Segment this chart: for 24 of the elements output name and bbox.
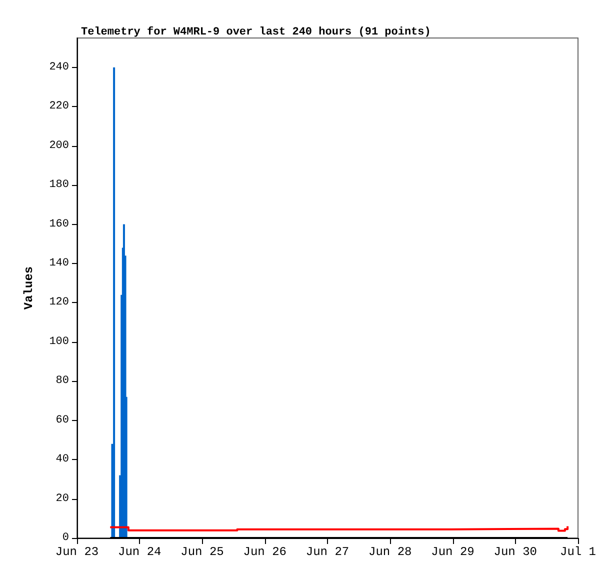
y-tick-label: 0	[62, 532, 69, 544]
y-tick-label: 180	[49, 179, 69, 192]
y-tick-label: 200	[49, 140, 69, 152]
y-tick-label: 20	[56, 492, 69, 505]
y-tick-label: 160	[49, 218, 69, 230]
x-tick-label: Jul 1	[560, 545, 596, 559]
x-tick-label: Jun 30	[494, 545, 537, 559]
y-tick-label: 120	[49, 296, 69, 309]
y-tick-label: 140	[49, 257, 69, 270]
x-tick-label: Jun 24	[118, 545, 162, 559]
x-tick-label: Jun 26	[243, 545, 286, 559]
x-tick-label: Jun 23	[55, 545, 99, 559]
y-tick-label: 220	[49, 100, 69, 113]
y-tick-label: 240	[49, 61, 69, 74]
y-tick-label: 60	[56, 414, 69, 426]
chart-title: Telemetry for W4MRL-9 over last 240 hours (91 points)	[81, 26, 431, 38]
x-tick-label: Jun 25	[180, 545, 224, 559]
y-tick-label: 100	[49, 336, 69, 348]
x-tick-label: Jun 27	[306, 545, 350, 559]
y-axis-title: Values	[22, 266, 36, 310]
y-tick-label: 40	[56, 454, 69, 466]
x-tick-label: Jun 29	[431, 545, 474, 559]
x-tick-label: Jun 28	[368, 545, 412, 559]
y-tick-label: 80	[56, 375, 69, 388]
